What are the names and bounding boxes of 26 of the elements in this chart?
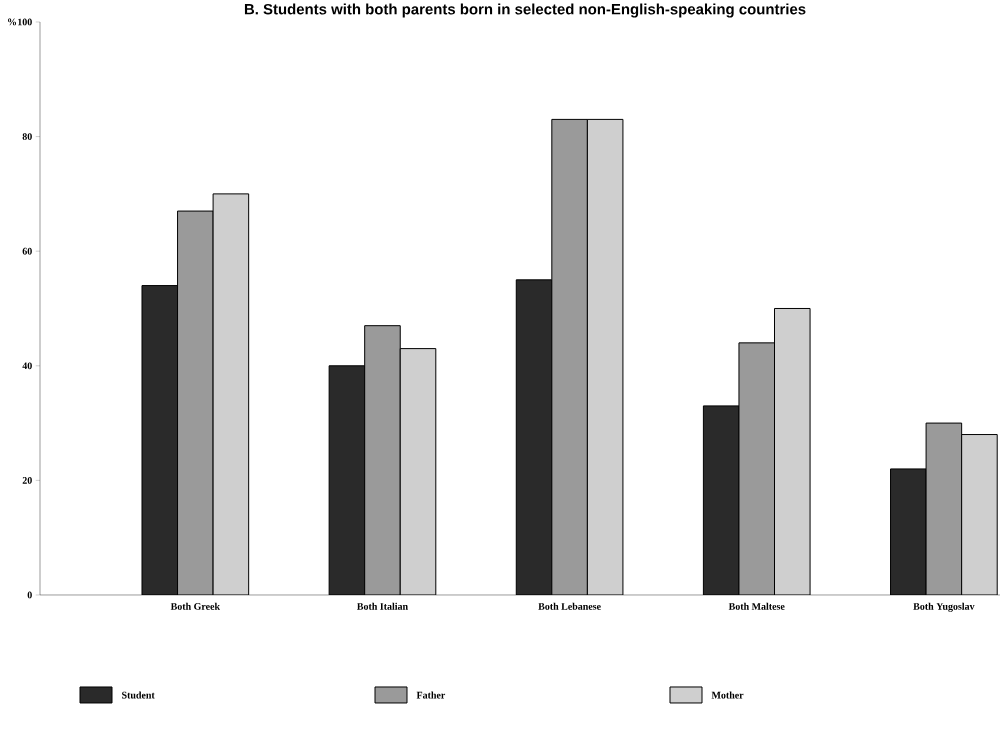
bar bbox=[364, 325, 401, 595]
y-tick-label: 100 bbox=[18, 18, 32, 26]
bar bbox=[177, 210, 214, 595]
bar bbox=[774, 307, 811, 595]
x-tick-label: Both Lebanese bbox=[538, 602, 601, 610]
y-tick-label: 60 bbox=[22, 247, 32, 255]
x-tick-label: Both Maltese bbox=[728, 602, 785, 610]
legend-label: Student bbox=[122, 691, 155, 699]
legend-label: Mother bbox=[711, 691, 744, 699]
y-tick-label: 20 bbox=[22, 477, 32, 484]
bar bbox=[212, 193, 250, 595]
bar bbox=[925, 422, 963, 595]
y-tick-label: 80 bbox=[22, 133, 32, 140]
bar bbox=[399, 348, 437, 595]
y-axis-title: % bbox=[8, 18, 17, 26]
bar bbox=[738, 342, 776, 595]
y-tick-label: 0 bbox=[27, 591, 32, 599]
x-tick-label: Both Greek bbox=[170, 602, 220, 610]
bar bbox=[551, 118, 588, 595]
chart-title: B. Students with both parents born in selected non-English-speaking countries bbox=[244, 3, 806, 18]
x-tick-label: Both Yugoslav bbox=[913, 602, 975, 612]
legend-label: Father bbox=[416, 691, 446, 699]
y-tick-label: 40 bbox=[22, 362, 32, 370]
x-tick-label: Both Italian bbox=[357, 602, 408, 610]
bar bbox=[961, 434, 998, 595]
bar bbox=[586, 118, 624, 595]
